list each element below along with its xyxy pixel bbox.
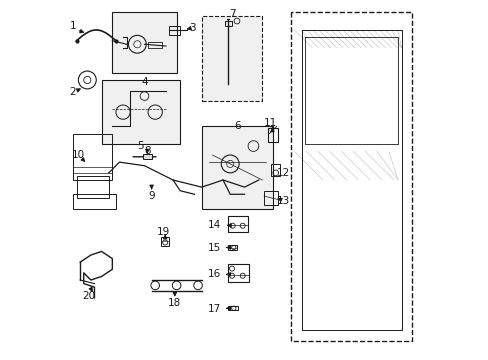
Bar [142,154,151,159]
Text: 20: 20 [82,291,96,301]
Bar [271,164,280,176]
Bar [228,216,247,232]
Text: 4: 4 [141,77,147,87]
Bar [264,191,278,205]
Text: 15: 15 [207,243,220,253]
Text: 3: 3 [189,23,196,33]
Bar [73,194,116,208]
Bar [112,12,176,73]
Text: 5: 5 [137,141,144,151]
Text: 17: 17 [207,304,220,314]
Text: 9: 9 [148,191,155,201]
Text: 19: 19 [156,227,169,237]
Bar [102,80,180,144]
Text: 14: 14 [207,220,220,230]
Bar [169,26,180,35]
Bar [267,128,278,143]
Text: 18: 18 [168,298,181,308]
Text: 11: 11 [264,118,277,128]
Text: 10: 10 [72,150,85,160]
Bar [227,264,248,282]
Bar [201,126,272,208]
Bar [201,16,262,102]
Bar [148,42,162,48]
Bar [160,237,169,246]
Text: 16: 16 [207,269,220,279]
Bar [227,306,238,310]
Text: 2: 2 [70,87,76,98]
Text: 6: 6 [234,121,241,131]
Text: 7: 7 [228,9,235,19]
Bar [224,21,231,26]
Text: 1: 1 [70,21,76,31]
Bar [77,176,108,198]
Text: 12: 12 [276,168,289,178]
Text: 8: 8 [144,147,150,157]
Text: 13: 13 [276,197,289,206]
Bar [227,246,236,249]
Bar [73,134,112,180]
